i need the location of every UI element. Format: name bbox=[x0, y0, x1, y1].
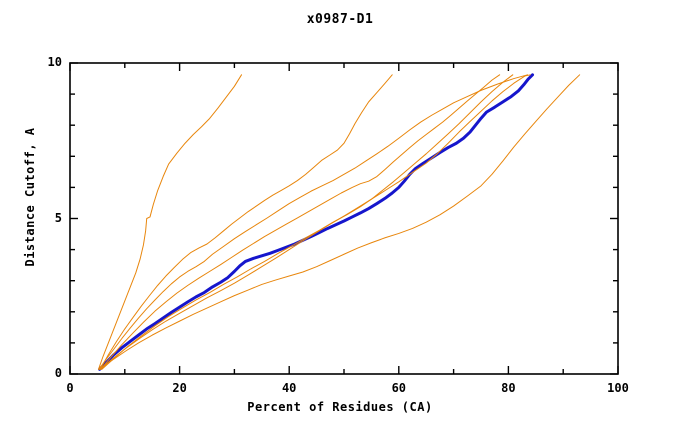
series-prediction-1 bbox=[98, 74, 243, 370]
series-layer bbox=[98, 73, 581, 371]
x-tick-label: 100 bbox=[607, 381, 629, 395]
axes-layer bbox=[69, 62, 619, 375]
series-prediction-5 bbox=[99, 74, 531, 370]
y-tick-label: 0 bbox=[54, 366, 62, 380]
x-tick-label: 20 bbox=[172, 381, 187, 395]
x-tick-label: 40 bbox=[281, 381, 297, 395]
y-tick-label: 10 bbox=[47, 55, 62, 69]
x-tick-label: 80 bbox=[501, 381, 516, 395]
y-tick-label: 5 bbox=[54, 210, 62, 225]
x-tick-label: 0 bbox=[66, 381, 74, 395]
series-prediction-2 bbox=[99, 74, 393, 370]
page-title: x0987-D1 bbox=[306, 12, 374, 27]
plot-frame bbox=[69, 62, 619, 375]
series-prediction-7 bbox=[98, 74, 529, 370]
x-tick-label: 60 bbox=[391, 381, 407, 395]
series-reference bbox=[98, 73, 535, 371]
x-axis-label: Percent of Residues (CA) bbox=[247, 400, 433, 414]
series-prediction-3 bbox=[100, 74, 501, 370]
series-prediction-6 bbox=[99, 74, 581, 370]
